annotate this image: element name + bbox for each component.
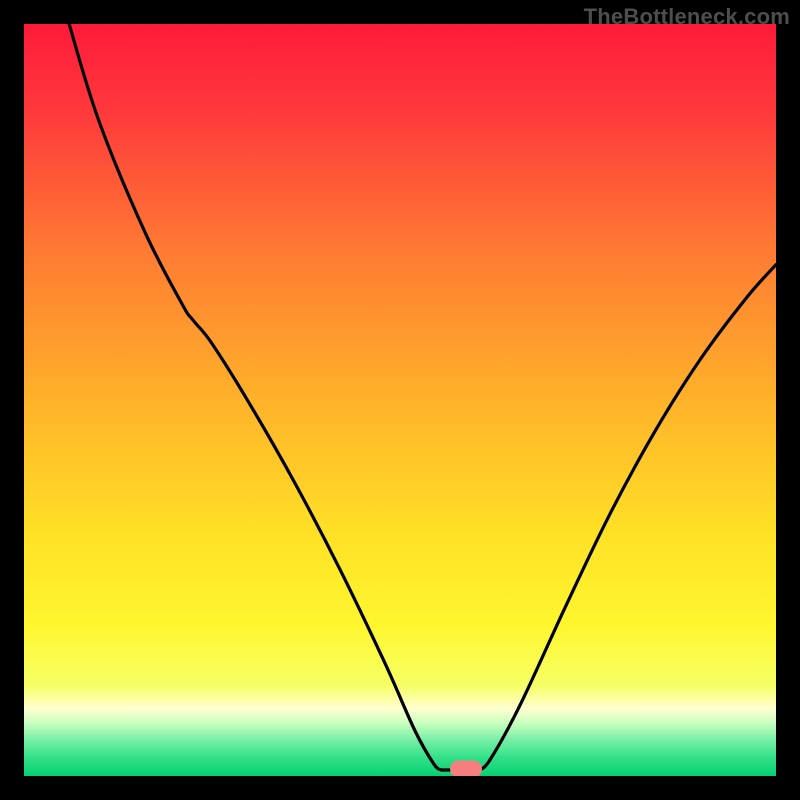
curve-svg [24,24,776,776]
watermark-text: TheBottleneck.com [584,4,790,30]
chart-container: TheBottleneck.com [0,0,800,800]
minimum-marker [450,761,482,776]
plot-area [24,24,776,776]
